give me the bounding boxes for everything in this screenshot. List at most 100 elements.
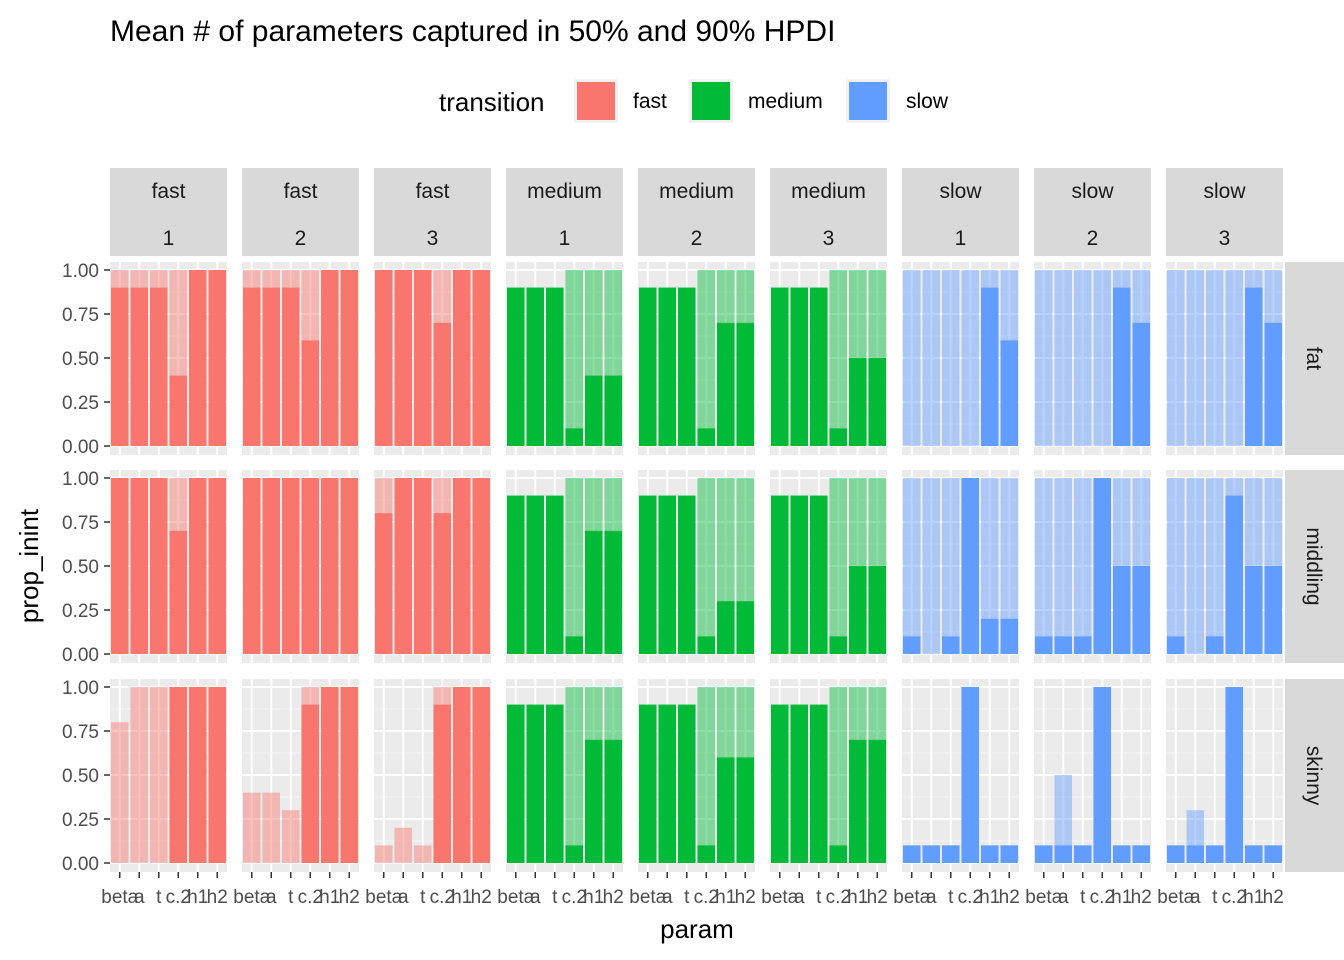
bar-hpdi50: [829, 636, 848, 654]
bar-hpdi50: [604, 375, 623, 446]
bar-hpdi50: [902, 636, 921, 654]
bar-hpdi50: [1073, 845, 1092, 863]
legend-title: transition: [439, 87, 545, 117]
bar-hpdi90: [829, 270, 848, 446]
bar-hpdi50: [1132, 566, 1151, 654]
x-tick-label: beta: [233, 887, 270, 908]
bar-hpdi90: [922, 270, 941, 446]
bar-hpdi50: [658, 495, 677, 654]
x-tick-label: a: [926, 887, 937, 908]
bar-hpdi50: [922, 845, 941, 863]
bar-hpdi50: [1073, 636, 1092, 654]
bar-hpdi50: [770, 287, 789, 446]
bar-hpdi50: [1225, 495, 1244, 654]
column-strip-transition: slow: [939, 180, 982, 203]
bar-hpdi50: [1112, 287, 1131, 446]
bar-hpdi50: [1225, 687, 1244, 863]
bar-hpdi50: [638, 704, 657, 863]
bar-hpdi50: [1205, 845, 1224, 863]
bar-hpdi50: [301, 704, 320, 863]
y-tick-label: 0.75: [62, 722, 99, 743]
bar-hpdi50: [394, 478, 413, 654]
bar-hpdi50: [110, 478, 129, 654]
bar-hpdi50: [1034, 636, 1053, 654]
column-strip-transition: fast: [416, 180, 450, 203]
facet-panel: [506, 679, 623, 872]
x-tick-label: h2: [735, 887, 756, 908]
facet-panel: [902, 262, 1019, 455]
bar-hpdi50: [472, 687, 491, 863]
bar-hpdi50: [1054, 845, 1073, 863]
x-tick-label: beta: [1025, 887, 1062, 908]
facet-panel: [1034, 679, 1151, 872]
y-tick-label: 0.75: [62, 513, 99, 534]
bar-hpdi90: [1225, 270, 1244, 446]
bar-hpdi50: [770, 704, 789, 863]
bar-hpdi50: [1000, 340, 1019, 446]
bar-hpdi50: [980, 287, 999, 446]
bar-hpdi50: [584, 530, 603, 654]
facet-panel: [1034, 262, 1151, 455]
bar-hpdi50: [1244, 287, 1263, 446]
chart-title: Mean # of parameters captured in 50% and…: [110, 15, 835, 48]
x-tick-label: a: [662, 887, 673, 908]
bar-hpdi50: [736, 322, 755, 446]
bar-hpdi50: [394, 270, 413, 446]
bar-hpdi50: [188, 687, 207, 863]
bar-hpdi90: [394, 827, 413, 863]
bar-hpdi50: [658, 287, 677, 446]
y-axes: 0.00 0.25 0.50 0.75 1.00 0.00 0.25 0.50 0.75 1.00…: [62, 261, 110, 875]
bar-hpdi90: [413, 845, 432, 863]
legend-label-medium: medium: [748, 90, 823, 113]
x-tick-label: h1: [451, 887, 472, 908]
x-axis-title: param: [660, 914, 734, 944]
bar-hpdi50: [110, 287, 129, 446]
facet-panel: [242, 470, 359, 663]
bar-hpdi50: [130, 478, 149, 654]
bar-hpdi50: [868, 739, 887, 863]
facet-panel: [770, 470, 887, 663]
y-axis-title: prop_inint: [14, 508, 44, 623]
column-strip: [902, 168, 1019, 256]
bar-hpdi50: [565, 636, 584, 654]
row-strip-label: middling: [1302, 527, 1325, 605]
y-tick-label: 0.25: [62, 601, 99, 622]
x-tick-label: beta: [1157, 887, 1194, 908]
bar-hpdi50: [281, 287, 300, 446]
legend-swatch-fast: [577, 82, 615, 120]
y-tick-label: 1.00: [62, 469, 99, 490]
bar-hpdi50: [716, 601, 735, 654]
x-tick-label: a: [794, 887, 805, 908]
bar-hpdi50: [301, 478, 320, 654]
x-tick-label: t: [1080, 887, 1086, 908]
bar-hpdi50: [716, 322, 735, 446]
bar-hpdi50: [340, 270, 359, 446]
bar-hpdi50: [188, 478, 207, 654]
bar-hpdi50: [677, 704, 696, 863]
bar-hpdi50: [1034, 845, 1053, 863]
facet-panel: [638, 470, 755, 663]
column-strip: [110, 168, 227, 256]
y-tick-label: 0.25: [62, 810, 99, 831]
x-tick-label: h1: [1243, 887, 1264, 908]
bar-hpdi50: [736, 601, 755, 654]
bar-hpdi90: [980, 478, 999, 654]
y-tick-label: 1.00: [62, 678, 99, 699]
bar-hpdi90: [1186, 270, 1205, 446]
bar-hpdi50: [320, 270, 339, 446]
facet-panel: [770, 679, 887, 872]
bar-hpdi90: [697, 687, 716, 863]
bar-hpdi90: [281, 810, 300, 863]
y-tick-label: 0.50: [62, 766, 99, 787]
bar-hpdi50: [848, 358, 867, 446]
bar-hpdi90: [697, 270, 716, 446]
x-tick-label: c.2: [298, 887, 323, 908]
x-tick-label: c.2: [826, 887, 851, 908]
x-tick-label: h2: [207, 887, 228, 908]
bar-hpdi50: [130, 287, 149, 446]
bar-hpdi50: [452, 478, 471, 654]
bar-hpdi50: [790, 704, 809, 863]
bar-hpdi90: [242, 792, 261, 863]
bar-hpdi90: [1054, 478, 1073, 654]
bar-hpdi50: [281, 478, 300, 654]
